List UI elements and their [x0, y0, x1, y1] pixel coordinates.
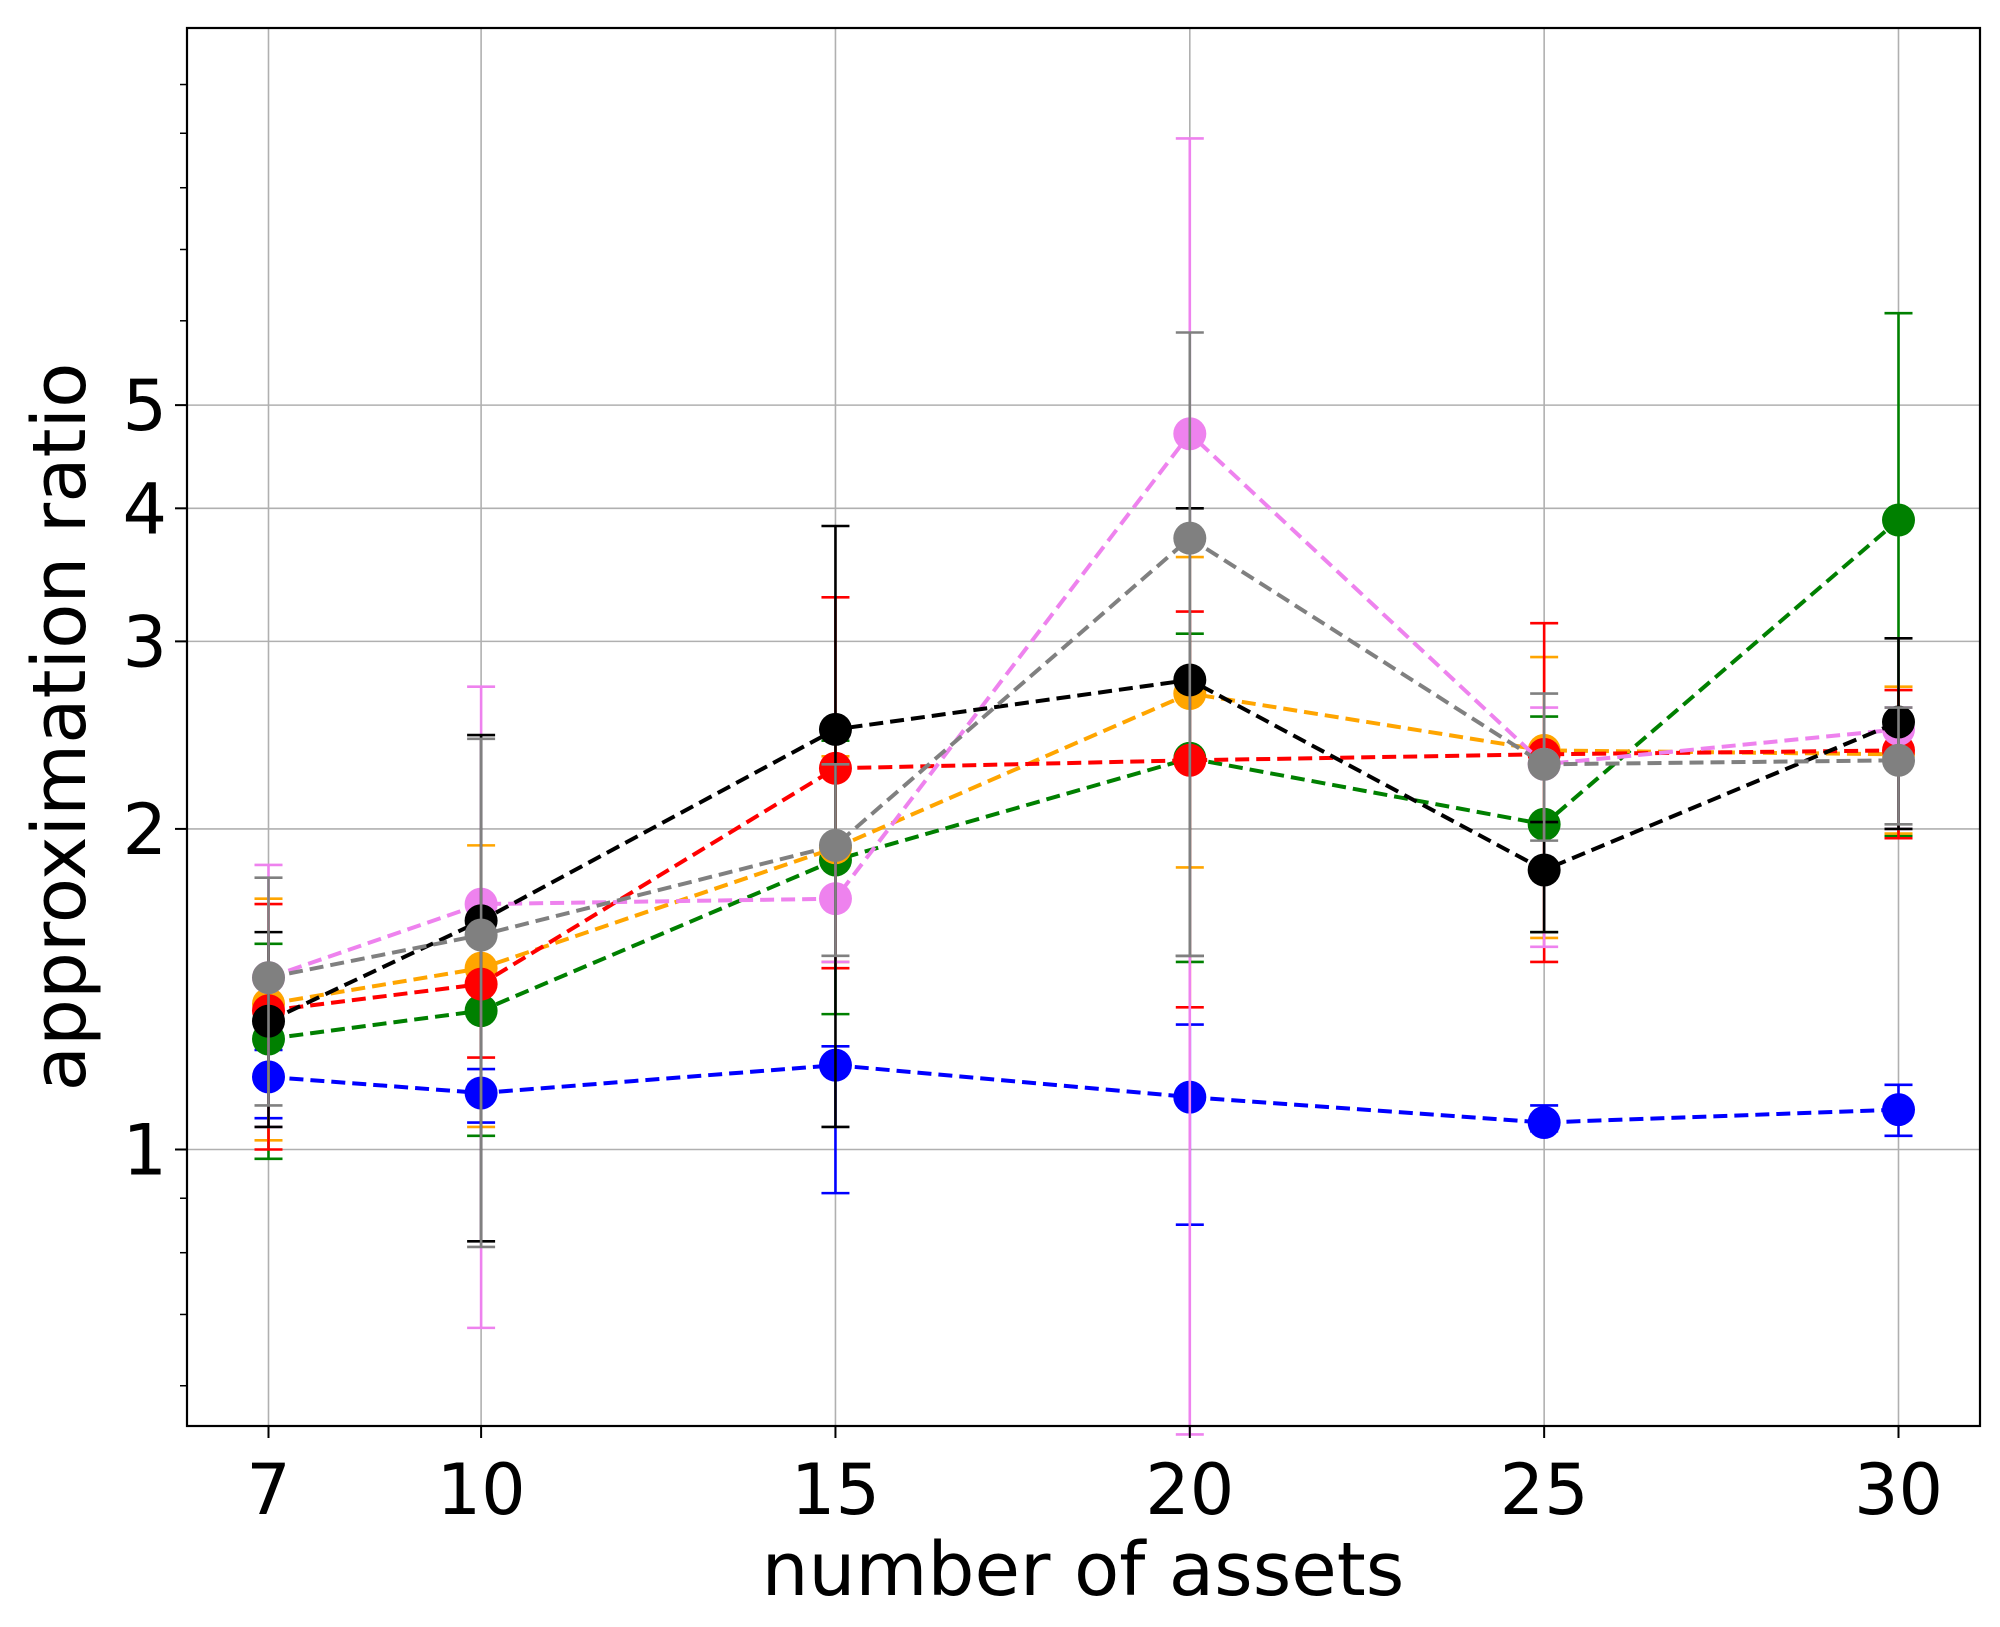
- x-axis-label: number of assets: [762, 1527, 1405, 1613]
- series-line-red: [268, 748, 1899, 1013]
- x-tick-label: 25: [1500, 1449, 1589, 1531]
- series-line-green: [268, 518, 1900, 1041]
- y-tick-label: 2: [122, 789, 167, 871]
- data-point-green: [1882, 503, 1915, 537]
- y-tick-label: 3: [122, 601, 167, 683]
- data-point-gray: [1882, 743, 1915, 777]
- data-point-gray: [252, 961, 285, 995]
- y-tick-label: 4: [122, 468, 167, 550]
- data-point-black: [818, 712, 852, 746]
- data-point-blue: [1527, 1106, 1561, 1140]
- y-tick-label: 5: [122, 365, 167, 447]
- series-gray: [252, 331, 1915, 1249]
- error-bar-gray: [1175, 331, 1204, 958]
- y-axis-label: approximation ratio: [17, 363, 103, 1092]
- x-tick-label: 7: [246, 1449, 291, 1531]
- series-line-violet: [267, 430, 1899, 980]
- plot-frame: [185, 26, 1982, 1428]
- series-line-orange: [268, 691, 1899, 1006]
- series-line-blue: [268, 1063, 1899, 1125]
- data-point-gray: [1527, 747, 1561, 781]
- data-point-black: [1527, 853, 1561, 887]
- data-point-gray: [1173, 521, 1207, 555]
- x-tick-label: 15: [791, 1449, 880, 1531]
- y-tick-label: 1: [122, 1109, 167, 1191]
- x-tick-label: 30: [1854, 1449, 1943, 1531]
- data-point-gray: [818, 828, 852, 862]
- series-layer: [252, 137, 1915, 1436]
- error-bar-gray: [467, 737, 496, 1249]
- data-point-blue: [1882, 1093, 1915, 1127]
- axes: 7 10 15 20 25 30 1 2 3 4 5: [122, 83, 1943, 1531]
- x-tick-label: 10: [437, 1449, 526, 1531]
- data-point-gray: [464, 918, 498, 952]
- x-tick-label: 20: [1145, 1449, 1234, 1531]
- series-line-black: [267, 677, 1900, 1023]
- series-line-gray: [268, 535, 1899, 980]
